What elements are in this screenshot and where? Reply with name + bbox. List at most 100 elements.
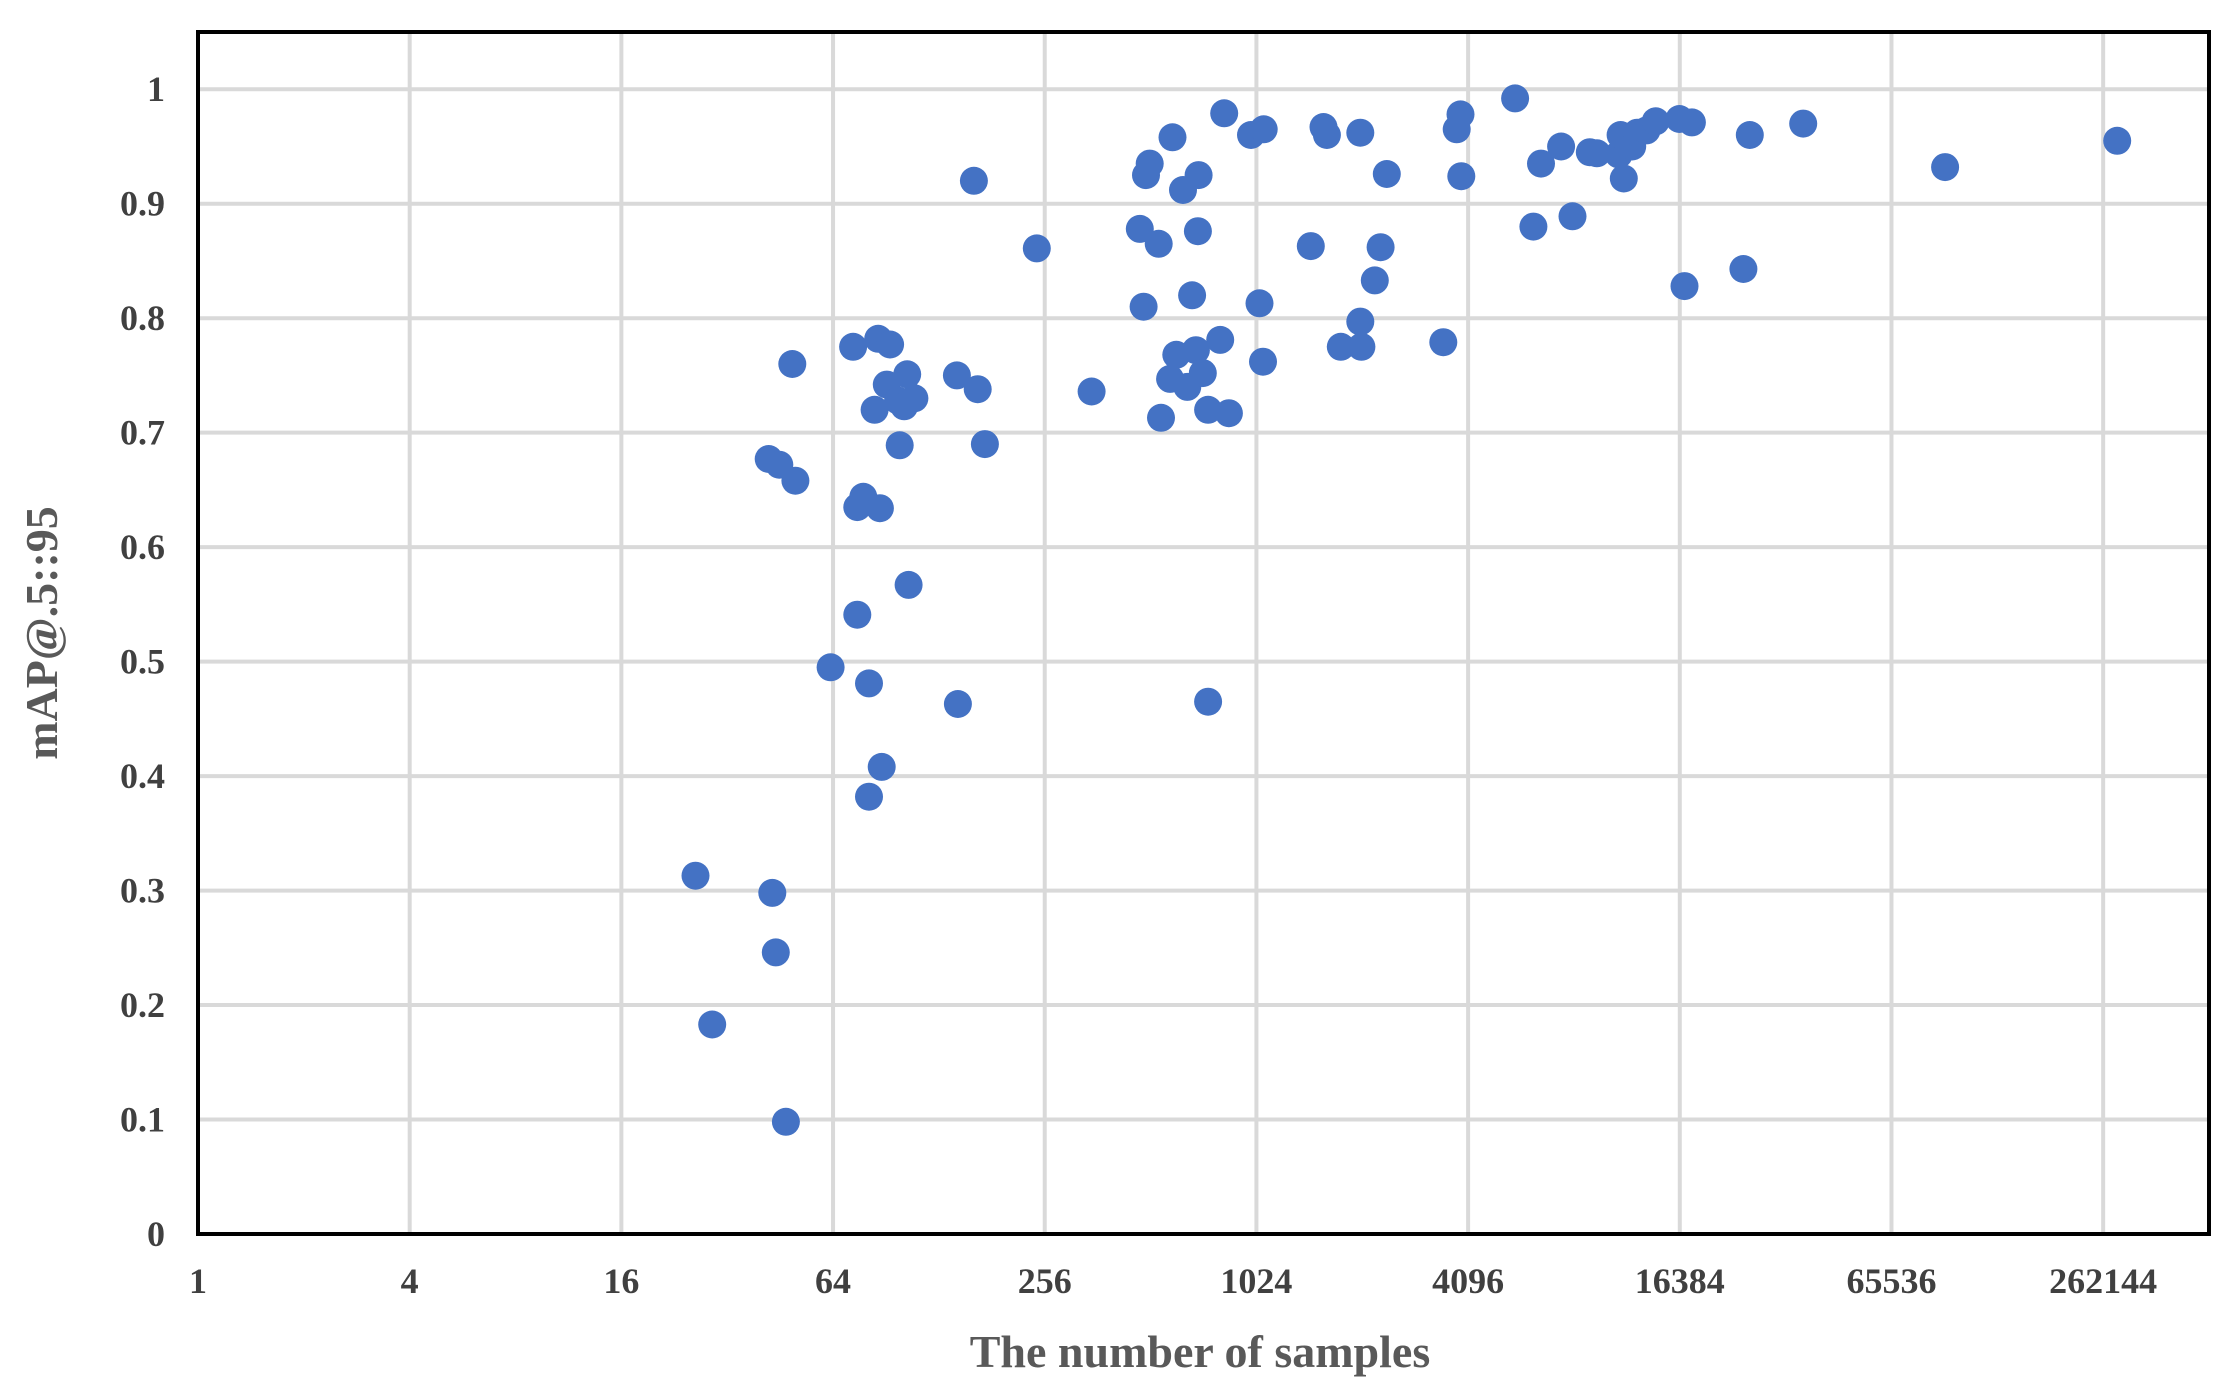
plot-area-frame: [196, 30, 2211, 1236]
x-tick-label: 64: [815, 1261, 851, 1301]
data-point: [1735, 121, 1764, 149]
data-point: [698, 1010, 727, 1039]
data-point: [1206, 325, 1235, 354]
x-tick-label: 1024: [1220, 1261, 1292, 1301]
data-point: [885, 431, 914, 460]
data-point: [1447, 162, 1476, 191]
data-point: [1931, 153, 1960, 182]
data-point: [860, 395, 889, 424]
data-point: [1519, 212, 1548, 241]
x-tick-label: 4096: [1432, 1261, 1504, 1301]
y-tick-label: 0.1: [120, 1100, 165, 1140]
data-point: [843, 600, 872, 629]
data-point: [1347, 332, 1376, 361]
data-point: [1677, 108, 1706, 137]
data-point: [865, 494, 894, 523]
data-point: [1135, 149, 1164, 178]
data-point: [839, 332, 868, 361]
y-tick-label: 0.4: [120, 756, 165, 796]
data-point: [1125, 214, 1154, 243]
data-point: [1366, 233, 1395, 262]
data-point: [1210, 99, 1239, 128]
data-point: [1501, 84, 1530, 113]
data-point: [893, 360, 922, 389]
data-point: [1609, 164, 1638, 193]
y-tick-label: 0.8: [120, 298, 165, 338]
y-tick-label: 0.2: [120, 985, 165, 1025]
data-point: [1547, 132, 1576, 161]
y-tick-label: 0.7: [120, 413, 165, 453]
data-points: [681, 84, 2132, 1136]
data-point: [1326, 332, 1355, 361]
y-tick-label: 0.6: [120, 527, 165, 567]
data-point: [761, 938, 790, 967]
data-point: [816, 653, 845, 682]
data-point: [778, 350, 807, 378]
x-axis-title: The number of samples: [970, 1326, 1430, 1377]
data-point: [1360, 266, 1389, 295]
y-tick-label: 0: [147, 1214, 165, 1254]
data-point: [1641, 107, 1670, 136]
x-tick-label: 65536: [1846, 1261, 1936, 1301]
data-point: [681, 861, 710, 890]
data-point: [943, 690, 972, 718]
data-point: [970, 430, 999, 459]
data-point: [1158, 123, 1187, 152]
data-point: [1129, 292, 1158, 321]
y-tick-labels: 0 0.1 0.2 0.3 0.4 0.5 0.6 0.7 0.8 0.9 1: [120, 69, 165, 1254]
data-point: [2103, 126, 2132, 155]
data-point: [1022, 234, 1051, 263]
data-point: [1178, 281, 1207, 310]
x-tick-label: 4: [401, 1261, 419, 1301]
x-tick-label: 1: [189, 1261, 207, 1301]
data-point: [894, 570, 923, 599]
data-point: [900, 384, 929, 413]
data-point: [867, 752, 896, 781]
data-point: [1194, 395, 1223, 424]
data-point: [1446, 100, 1475, 129]
data-point: [942, 361, 971, 390]
data-point: [1789, 109, 1818, 138]
data-point: [771, 1107, 800, 1136]
x-tick-label: 16384: [1635, 1261, 1725, 1301]
data-point: [1670, 272, 1699, 301]
grid-lines: [198, 32, 2209, 1234]
data-point: [1582, 139, 1611, 168]
x-tick-label: 262144: [2049, 1261, 2157, 1301]
y-tick-label: 0.3: [120, 871, 165, 911]
data-point: [1527, 149, 1555, 178]
data-point: [1194, 687, 1223, 716]
data-point: [781, 466, 810, 495]
y-tick-label: 1: [147, 69, 165, 109]
data-point: [963, 375, 992, 404]
data-point: [959, 166, 988, 195]
data-point: [1245, 289, 1274, 318]
data-point: [1214, 399, 1243, 428]
data-point: [1183, 217, 1212, 246]
x-tick-labels: 1 4 16 64 256 1024 4096 16384 65536 262144: [189, 1261, 2157, 1301]
data-point: [876, 330, 905, 359]
data-point: [1372, 160, 1401, 188]
data-point: [1296, 232, 1325, 261]
data-point: [1249, 115, 1278, 144]
data-point: [1188, 359, 1217, 388]
y-tick-label: 0.5: [120, 642, 165, 682]
data-point: [1144, 229, 1173, 258]
y-axis-title: mAP@.5::95: [16, 506, 67, 760]
data-point: [1429, 328, 1458, 357]
data-point: [1181, 336, 1210, 365]
data-point: [855, 669, 883, 698]
data-point: [1346, 307, 1375, 336]
data-point: [1729, 255, 1758, 283]
data-point: [1312, 121, 1341, 149]
x-tick-label: 256: [1018, 1261, 1072, 1301]
data-point: [1558, 202, 1587, 231]
data-point: [1077, 377, 1106, 406]
data-point: [1346, 118, 1375, 147]
y-tick-label: 0.9: [120, 184, 165, 224]
data-point: [1184, 161, 1213, 190]
data-point: [855, 782, 883, 811]
data-point: [1249, 347, 1277, 376]
